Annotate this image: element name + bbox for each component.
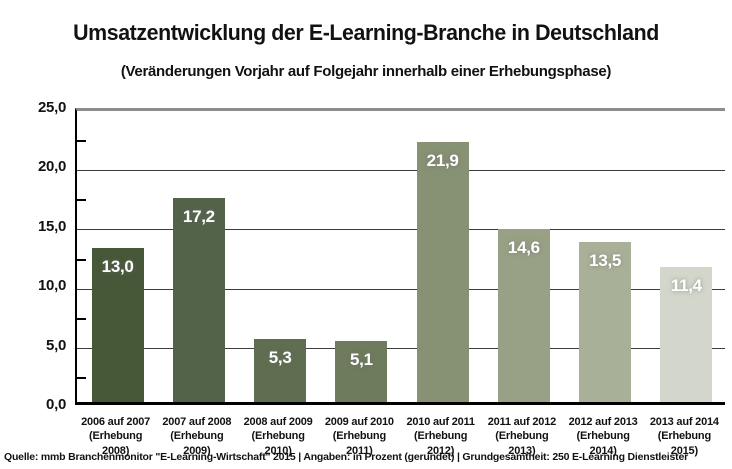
bar: 17,2 (172, 197, 225, 402)
y-axis-tick-label: 20,0 (38, 158, 66, 176)
y-axis-minor-tick (77, 139, 86, 142)
x-axis-category-label: 2006 auf 2007 (Erhebung 2008) (75, 415, 156, 458)
bar: 21,9 (416, 141, 469, 402)
x-axis-category-label: 2012 auf 2013 (Erhebung 2014) (563, 415, 644, 458)
gridline (77, 169, 725, 171)
bar-value-label: 14,6 (507, 237, 540, 257)
gridline (77, 229, 725, 231)
bar: 14,6 (497, 228, 550, 402)
bar-value-label: 21,9 (426, 150, 459, 170)
x-axis-category-line2: (Erhebung 2009) (170, 430, 224, 457)
x-axis-category-line1: 2010 auf 2011 (406, 416, 475, 428)
bar: 5,3 (254, 339, 307, 402)
x-axis-category-line2: (Erhebung 2010) (251, 430, 305, 457)
x-axis-category-line2: (Erhebung 2013) (495, 430, 549, 457)
x-axis-category-line1: 2006 auf 2007 (81, 416, 151, 428)
bar-value-label: 5,1 (350, 350, 373, 370)
chart-subtitle: (Veränderungen Vorjahr auf Folgejahr inn… (120, 63, 612, 80)
x-axis-category-label: 2007 auf 2008 (Erhebung 2009) (156, 415, 237, 458)
x-axis-category-line1: 2008 auf 2009 (243, 416, 313, 428)
chart-title: Umsatzentwicklung der E-Learning-Branche… (73, 20, 659, 45)
y-axis-tick-label: 25,0 (38, 99, 66, 116)
bar-value-label: 13,0 (101, 256, 134, 276)
gridline (77, 348, 725, 350)
x-axis-category-label: 2008 auf 2009 (Erhebung 2010) (238, 415, 319, 458)
x-axis-category-label: 2013 auf 2014 (Erhebung 2015) (644, 415, 725, 458)
y-axis-minor-tick (77, 258, 86, 261)
source-note: Quelle: mmb Branchenmonitor "E-Learning-… (4, 451, 688, 463)
x-axis-category-line2: (Erhebung 2015) (657, 430, 711, 457)
x-axis-category-line1: 2011 auf 2012 (487, 416, 557, 428)
x-axis-category-line1: 2009 auf 2010 (324, 416, 394, 428)
y-axis-minor-tick (77, 317, 86, 320)
bar: 13,5 (579, 241, 632, 402)
bar: 13,0 (91, 247, 144, 402)
x-axis-category-label: 2010 auf 2011 (Erhebung 2012) (400, 415, 481, 458)
x-axis-category-line2: (Erhebung 2014) (576, 430, 630, 457)
y-axis-minor-tick (77, 377, 86, 380)
bar-value-label: 5,3 (268, 348, 292, 368)
x-axis-category-line1: 2012 auf 2013 (568, 416, 638, 428)
bar-value-label: 13,5 (589, 250, 622, 270)
x-axis-category-line1: 2007 auf 2008 (162, 416, 232, 428)
y-axis-tick-label: 0,0 (46, 396, 66, 413)
y-axis-minor-tick (77, 199, 86, 202)
x-axis-category-label: 2009 auf 2010 (Erhebung 2011) (319, 415, 400, 458)
y-axis-tick-label: 10,0 (38, 277, 66, 295)
x-axis-category-label: 2011 auf 2012 (Erhebung 2013) (481, 415, 562, 458)
bar: 11,4 (660, 266, 713, 402)
y-axis-tick-label: 15,0 (38, 217, 66, 235)
gridline (77, 288, 725, 290)
y-axis-tick-label: 5,0 (46, 336, 66, 354)
bar-value-label: 17,2 (182, 206, 215, 226)
bar: 5,1 (335, 341, 388, 402)
bar-value-label: 11,4 (670, 275, 702, 295)
x-axis-category-line2: (Erhebung 2011) (332, 430, 386, 457)
plot-area: 13,0 17,2 5,3 5,1 21,9 14,6 13,5 11,4 (75, 108, 725, 405)
x-axis-category-line1: 2013 auf 2014 (649, 416, 719, 428)
x-axis-category-line2: (Erhebung 2012) (414, 430, 468, 457)
x-axis-category-line2: (Erhebung 2008) (89, 430, 143, 457)
